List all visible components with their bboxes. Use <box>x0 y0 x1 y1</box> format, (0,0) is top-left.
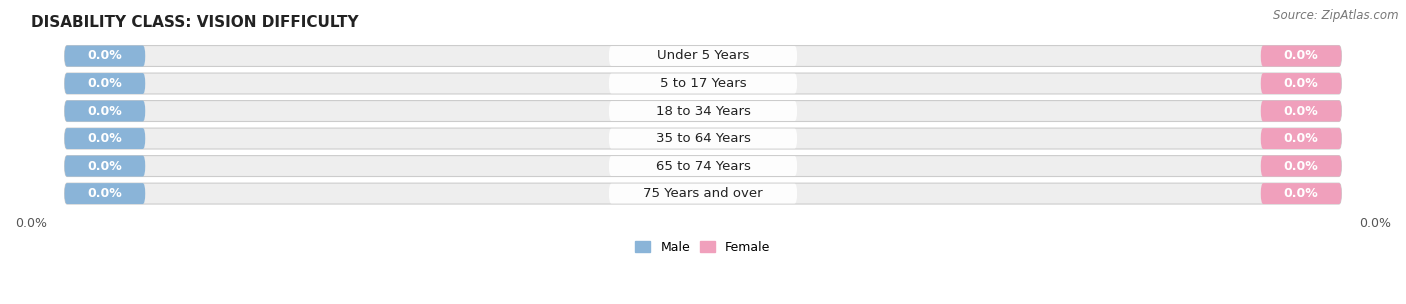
Text: 0.0%: 0.0% <box>1284 77 1319 90</box>
FancyBboxPatch shape <box>1261 46 1341 67</box>
FancyBboxPatch shape <box>65 156 145 177</box>
Text: 0.0%: 0.0% <box>1284 105 1319 118</box>
Text: 0.0%: 0.0% <box>1284 160 1319 173</box>
Text: 18 to 34 Years: 18 to 34 Years <box>655 105 751 118</box>
Text: 65 to 74 Years: 65 to 74 Years <box>655 160 751 173</box>
FancyBboxPatch shape <box>65 128 145 149</box>
FancyBboxPatch shape <box>65 46 145 67</box>
Text: 0.0%: 0.0% <box>87 160 122 173</box>
FancyBboxPatch shape <box>609 184 797 203</box>
Text: 0.0%: 0.0% <box>87 105 122 118</box>
FancyBboxPatch shape <box>65 128 1341 149</box>
Text: 0.0%: 0.0% <box>87 132 122 145</box>
Text: 0.0%: 0.0% <box>87 187 122 200</box>
FancyBboxPatch shape <box>65 183 145 204</box>
Legend: Male, Female: Male, Female <box>636 241 770 254</box>
FancyBboxPatch shape <box>65 73 145 94</box>
FancyBboxPatch shape <box>1261 73 1341 94</box>
FancyBboxPatch shape <box>609 129 797 148</box>
Text: 0.0%: 0.0% <box>1284 132 1319 145</box>
FancyBboxPatch shape <box>609 156 797 176</box>
FancyBboxPatch shape <box>1261 183 1341 204</box>
Text: 0.0%: 0.0% <box>87 50 122 63</box>
FancyBboxPatch shape <box>1261 128 1341 149</box>
FancyBboxPatch shape <box>65 73 1341 94</box>
FancyBboxPatch shape <box>65 101 145 122</box>
Text: 0.0%: 0.0% <box>87 77 122 90</box>
Text: 0.0%: 0.0% <box>1284 187 1319 200</box>
Text: DISABILITY CLASS: VISION DIFFICULTY: DISABILITY CLASS: VISION DIFFICULTY <box>31 15 359 30</box>
FancyBboxPatch shape <box>609 74 797 93</box>
FancyBboxPatch shape <box>609 46 797 66</box>
Text: 75 Years and over: 75 Years and over <box>643 187 763 200</box>
FancyBboxPatch shape <box>65 183 1341 204</box>
Text: Source: ZipAtlas.com: Source: ZipAtlas.com <box>1274 9 1399 22</box>
FancyBboxPatch shape <box>609 101 797 121</box>
Text: 35 to 64 Years: 35 to 64 Years <box>655 132 751 145</box>
Text: 0.0%: 0.0% <box>1284 50 1319 63</box>
FancyBboxPatch shape <box>65 156 1341 177</box>
Text: Under 5 Years: Under 5 Years <box>657 50 749 63</box>
FancyBboxPatch shape <box>65 46 1341 67</box>
FancyBboxPatch shape <box>65 101 1341 122</box>
Text: 5 to 17 Years: 5 to 17 Years <box>659 77 747 90</box>
FancyBboxPatch shape <box>1261 156 1341 177</box>
FancyBboxPatch shape <box>1261 101 1341 122</box>
